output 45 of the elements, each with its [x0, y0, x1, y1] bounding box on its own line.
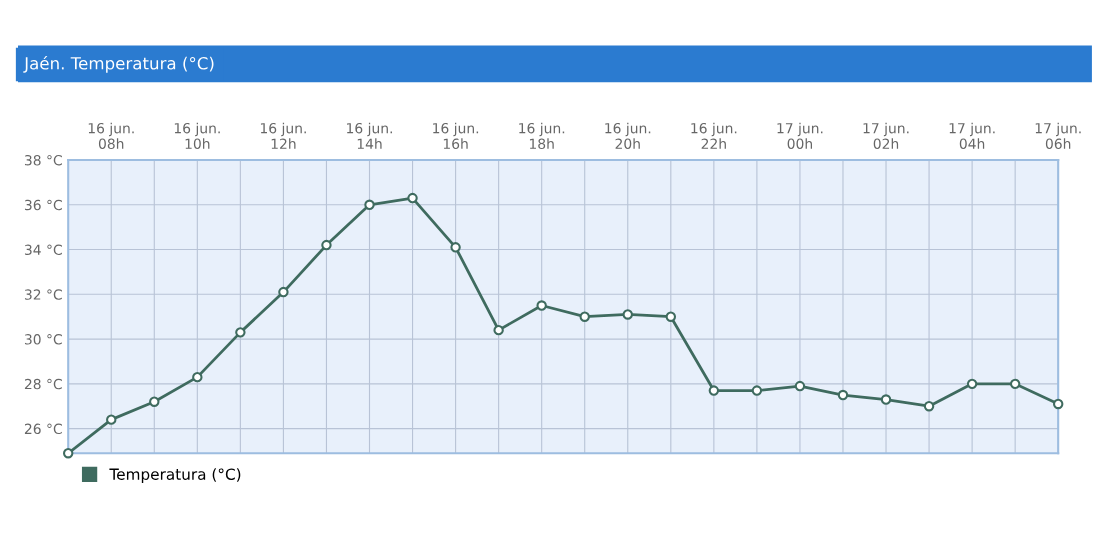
x-tick-label: 16 jun. 16h	[433, 122, 479, 149]
point	[1009, 378, 1021, 390]
point	[1052, 398, 1064, 410]
point	[579, 311, 590, 322]
y-tick-label: 26 °C	[24, 423, 62, 435]
x-tick-label: 17 jun. 04h	[949, 122, 995, 149]
point	[622, 309, 633, 320]
legend-label: Temperatura (°C)	[109, 468, 241, 483]
y-tick-label: 30 °C	[24, 334, 62, 345]
x-tick-label: 16 jun. 08h	[88, 122, 134, 149]
x-tick-label: 16 jun. 18h	[519, 122, 565, 149]
point	[364, 199, 375, 210]
point	[837, 389, 849, 401]
point	[321, 239, 332, 251]
point	[450, 242, 461, 253]
x-tick-label: 17 jun. 06h	[1035, 122, 1081, 149]
point	[278, 286, 289, 298]
point	[880, 394, 892, 405]
y-tick-label: 28 °C	[24, 378, 62, 390]
point	[536, 300, 547, 311]
point	[192, 371, 203, 383]
point	[665, 311, 677, 322]
y-tick-label: 38 °C	[24, 154, 62, 166]
x-tick-label: 17 jun. 02h	[863, 122, 909, 149]
chart-title: Jaén. Temperatura (°C)	[23, 56, 214, 73]
x-tick-label: 16 jun. 22h	[691, 122, 737, 149]
y-tick-label: 34 °C	[24, 244, 62, 256]
y-tick-label: 32 °C	[24, 289, 62, 300]
point	[235, 327, 246, 338]
x-tick-label: 16 jun. 20h	[605, 122, 651, 149]
point	[493, 324, 504, 336]
x-tick-label: 16 jun. 10h	[174, 122, 220, 149]
point	[62, 448, 74, 459]
point	[751, 385, 763, 396]
x-tick-label: 17 jun. 00h	[777, 122, 823, 149]
point	[149, 396, 160, 407]
point	[794, 380, 806, 392]
x-tick-label: 16 jun. 12h	[260, 122, 306, 149]
point	[966, 378, 978, 390]
point	[407, 192, 418, 204]
y-tick-label: 36 °C	[24, 199, 62, 211]
point	[923, 401, 935, 412]
x-tick-label: 16 jun. 14h	[347, 122, 392, 149]
point	[106, 414, 117, 425]
point	[708, 385, 720, 396]
